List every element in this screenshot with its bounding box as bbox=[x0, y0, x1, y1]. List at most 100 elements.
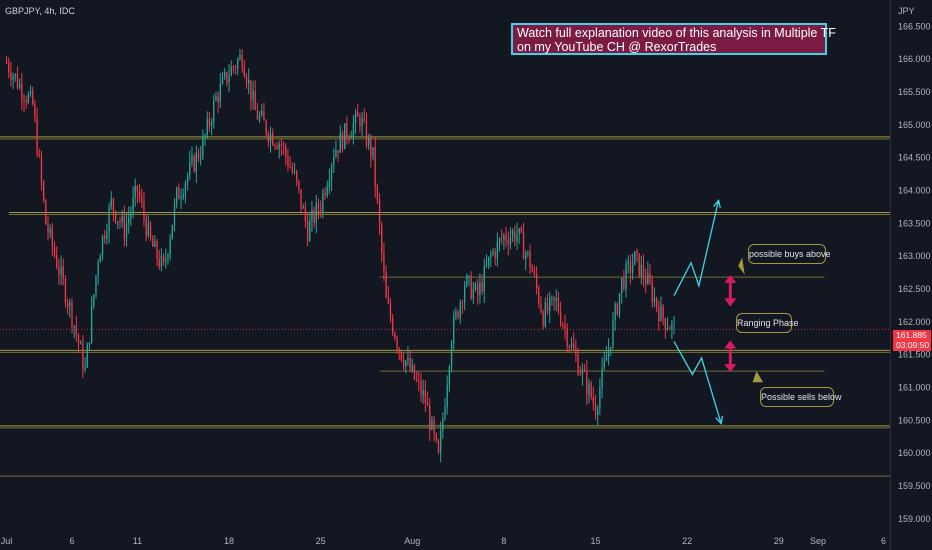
candle-body-1 bbox=[8, 62, 10, 73]
candle-body-177 bbox=[391, 318, 394, 334]
candle-body-306 bbox=[673, 322, 675, 324]
candle-body-227 bbox=[501, 238, 503, 240]
candle-body-164 bbox=[363, 118, 365, 121]
candle-body-60 bbox=[136, 185, 139, 192]
candle-body-191 bbox=[422, 390, 424, 396]
candle-body-32 bbox=[75, 325, 78, 335]
candle-body-121 bbox=[269, 132, 272, 142]
candle-body-165 bbox=[365, 120, 368, 146]
y-tick-label-13: 160.000 bbox=[898, 448, 931, 458]
candle-body-41 bbox=[95, 275, 97, 295]
banner-line-2: on my YouTube CH @ RexorTrades bbox=[517, 40, 717, 54]
candle-body-8 bbox=[23, 99, 25, 101]
candle-body-250 bbox=[551, 296, 553, 298]
y-tick-label-9: 162.000 bbox=[898, 317, 931, 327]
time-axis[interactable]: Jul 6 11 18 25 Aug 8 15 22 29 Sep 6 bbox=[1, 536, 886, 546]
candle-body-236 bbox=[520, 228, 523, 233]
candle-body-25 bbox=[60, 266, 62, 275]
candle-body-50 bbox=[114, 211, 117, 222]
candle-body-119 bbox=[265, 120, 267, 134]
candle-body-132 bbox=[293, 170, 296, 172]
candle-body-294 bbox=[647, 272, 649, 285]
candle-body-163 bbox=[361, 118, 363, 127]
candle-body-138 bbox=[306, 221, 309, 241]
candle-body-123 bbox=[274, 145, 276, 147]
candle-body-141 bbox=[313, 210, 315, 223]
candle-body-265 bbox=[583, 368, 586, 372]
candle-body-229 bbox=[505, 234, 507, 241]
candle-body-300 bbox=[660, 305, 662, 322]
candle-body-269 bbox=[592, 397, 595, 404]
candle-body-147 bbox=[326, 186, 328, 196]
candle-body-155 bbox=[343, 123, 346, 150]
candle-body-86 bbox=[193, 156, 195, 172]
candle-body-208 bbox=[459, 302, 461, 318]
candle-body-160 bbox=[354, 112, 357, 124]
candle-body-173 bbox=[383, 252, 385, 273]
candle-body-238 bbox=[525, 253, 527, 260]
candle-body-280 bbox=[616, 304, 619, 315]
symbol-label[interactable]: GBPJPY, 4h, IDC bbox=[5, 6, 75, 16]
candle-body-261 bbox=[575, 349, 577, 355]
candle-body-202 bbox=[446, 384, 448, 407]
candle-body-299 bbox=[658, 307, 660, 322]
y-tick-label-0: 166.500 bbox=[898, 21, 931, 31]
candle-body-114 bbox=[254, 90, 256, 111]
candle-body-213 bbox=[470, 275, 472, 299]
candle-body-112 bbox=[250, 79, 252, 101]
candle-body-131 bbox=[291, 167, 293, 172]
candle-body-303 bbox=[666, 328, 669, 330]
candle-body-217 bbox=[479, 282, 481, 296]
candle-body-75 bbox=[169, 238, 171, 255]
x-tick-label-10: Sep bbox=[810, 536, 826, 546]
candle-body-59 bbox=[134, 185, 136, 198]
candle-body-156 bbox=[346, 123, 348, 138]
y-tick-label-3: 165.000 bbox=[898, 120, 931, 130]
candle-body-117 bbox=[261, 111, 263, 116]
candle-body-58 bbox=[132, 197, 134, 213]
candle-body-162 bbox=[359, 116, 361, 127]
candle-body-219 bbox=[483, 265, 485, 292]
candle-body-37 bbox=[86, 344, 88, 368]
possible-buys-text: possible buys above bbox=[749, 249, 831, 259]
candle-body-42 bbox=[97, 262, 99, 276]
candle-body-198 bbox=[437, 440, 440, 453]
candle-body-76 bbox=[171, 225, 174, 239]
candle-body-296 bbox=[651, 282, 653, 302]
candle-body-67 bbox=[152, 238, 154, 247]
candle-body-194 bbox=[429, 405, 431, 430]
candle-body-185 bbox=[409, 357, 411, 370]
candle-body-187 bbox=[413, 364, 416, 380]
candle-body-20 bbox=[49, 228, 51, 233]
price-axis[interactable]: 166.500 166.000 165.500 165.000 164.500 164.0… bbox=[898, 21, 931, 524]
y-tick-label-14: 159.500 bbox=[898, 481, 931, 491]
candle-body-186 bbox=[411, 364, 413, 370]
candle-body-234 bbox=[516, 233, 518, 242]
candle-body-44 bbox=[101, 235, 104, 256]
candle-body-271 bbox=[597, 408, 599, 416]
candle-body-149 bbox=[330, 165, 333, 180]
candle-body-266 bbox=[586, 371, 588, 395]
horizontal-levels bbox=[0, 136, 890, 477]
candle-body-45 bbox=[104, 235, 106, 239]
buys-pointer bbox=[738, 257, 745, 275]
candle-body-257 bbox=[566, 328, 568, 347]
candle-body-242 bbox=[533, 271, 536, 275]
candle-body-275 bbox=[605, 357, 608, 361]
candle-body-79 bbox=[178, 187, 180, 200]
candle-body-96 bbox=[215, 95, 217, 101]
candle-body-181 bbox=[400, 351, 403, 360]
candle-body-152 bbox=[337, 150, 339, 153]
candle-body-0 bbox=[5, 62, 8, 64]
candle-body-302 bbox=[664, 318, 666, 330]
candle-body-158 bbox=[350, 136, 352, 138]
candle-body-237 bbox=[522, 232, 525, 260]
candle-body-64 bbox=[145, 218, 147, 236]
candle-body-247 bbox=[544, 302, 547, 327]
candle-body-28 bbox=[66, 303, 69, 307]
candle-body-104 bbox=[232, 66, 235, 68]
candle-body-108 bbox=[241, 54, 243, 68]
range-arrow-down-head bbox=[724, 364, 737, 373]
candle-body-270 bbox=[594, 403, 597, 416]
